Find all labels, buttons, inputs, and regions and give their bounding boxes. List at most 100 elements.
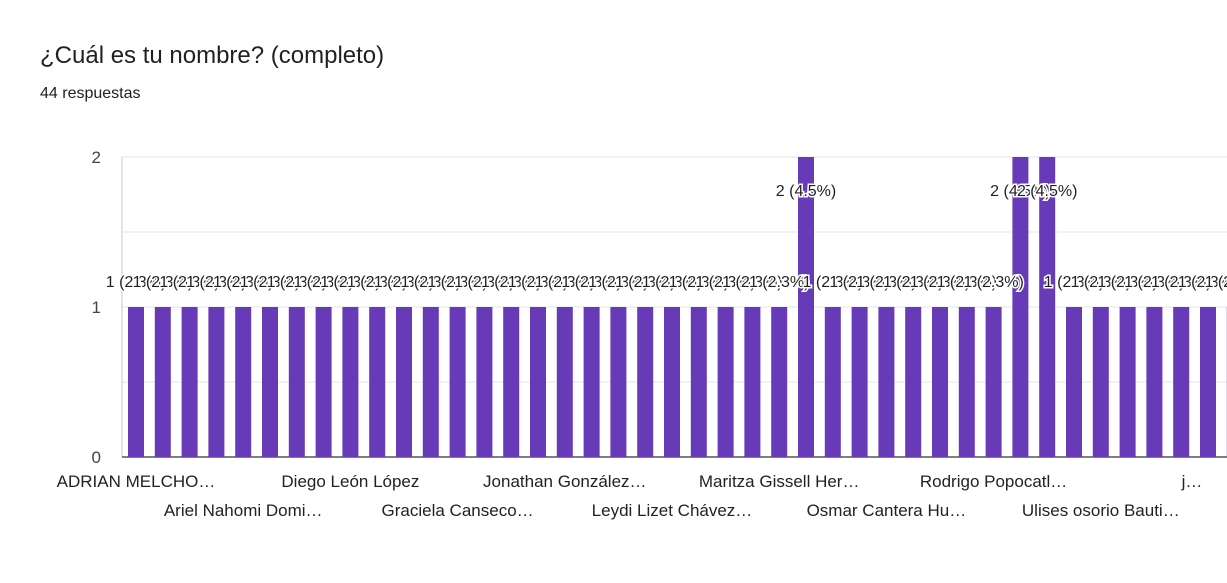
x-category-label: Diego León López bbox=[281, 472, 419, 491]
bar bbox=[1039, 157, 1056, 457]
data-label: 1 (2.3%) bbox=[561, 274, 621, 291]
bar bbox=[235, 307, 252, 457]
x-category-label: Ulises osorio Bauti… bbox=[1022, 501, 1180, 520]
x-category-label: Ariel Nahomi Domi… bbox=[164, 501, 323, 520]
data-label: 1 (2.3%) bbox=[347, 274, 407, 291]
bar bbox=[583, 307, 600, 457]
bar bbox=[610, 307, 627, 457]
x-category-label: Graciela Canseco… bbox=[382, 501, 534, 520]
bar bbox=[422, 307, 439, 457]
bar bbox=[181, 307, 198, 457]
x-category-label: j… bbox=[1181, 472, 1203, 491]
x-category-label: Jonathan González… bbox=[483, 472, 647, 491]
data-label: 2 (4.5%) bbox=[990, 183, 1050, 200]
data-label: 1 (2.3%) bbox=[106, 274, 166, 291]
bar bbox=[154, 307, 171, 457]
data-label: 1 (2.3%) bbox=[1097, 274, 1157, 291]
bar bbox=[1119, 307, 1136, 457]
bar bbox=[637, 307, 654, 457]
bar bbox=[1012, 157, 1029, 457]
data-label: 1 (2.3%) bbox=[427, 274, 487, 291]
data-label: 1 (2.3%) bbox=[722, 274, 782, 291]
data-label: 1 (2.3%) bbox=[454, 274, 514, 291]
data-label: 1 (2.3%) bbox=[829, 274, 889, 291]
bar-layer bbox=[128, 157, 1227, 457]
y-tick-label: 2 bbox=[92, 148, 101, 167]
data-label: 1 (2.3%) bbox=[669, 274, 729, 291]
bar bbox=[771, 307, 788, 457]
data-label: 1 (2.3%) bbox=[159, 274, 219, 291]
bar bbox=[476, 307, 493, 457]
x-category-label: ADRIAN MELCHO… bbox=[57, 472, 216, 491]
bar bbox=[878, 307, 895, 457]
bar bbox=[128, 307, 144, 457]
data-label: 1 (2.3%) bbox=[401, 274, 461, 291]
data-label: 1 (2.3%) bbox=[695, 274, 755, 291]
bar bbox=[1146, 307, 1163, 457]
bar bbox=[985, 307, 1002, 457]
data-label: 1 (2.3%) bbox=[803, 274, 863, 291]
chart-title: ¿Cuál es tu nombre? (completo) bbox=[40, 42, 385, 69]
data-label: 1 (2.3%) bbox=[1044, 274, 1104, 291]
bar bbox=[851, 307, 868, 457]
data-label: 1 (2.3%) bbox=[856, 274, 916, 291]
y-tick-label: 1 bbox=[92, 298, 101, 317]
data-label: 1 (2.3%) bbox=[133, 274, 193, 291]
bar bbox=[556, 307, 573, 457]
data-label: 1 (2.3%) bbox=[293, 274, 353, 291]
data-label: 1 (2.3%) bbox=[481, 274, 541, 291]
bar bbox=[503, 307, 520, 457]
bar bbox=[744, 307, 761, 457]
bar bbox=[262, 307, 278, 457]
x-category-label: Maritza Gissell Her… bbox=[699, 472, 860, 491]
bar bbox=[1200, 307, 1216, 457]
bar bbox=[396, 307, 412, 457]
bar bbox=[717, 307, 734, 457]
bar bbox=[342, 307, 359, 457]
data-label: 2 (4.5%) bbox=[776, 183, 836, 200]
data-label: 1 (2.3%) bbox=[1124, 274, 1184, 291]
data-label-layer: 1 (2.3%)1 (2.3%)1 (2.3%)1 (2.3%)1 (2.3%)… bbox=[104, 182, 1227, 293]
data-label: 1 (2.3%) bbox=[1151, 274, 1211, 291]
bar bbox=[958, 307, 975, 457]
bar bbox=[208, 307, 225, 457]
data-label: 1 (2.3%) bbox=[508, 274, 568, 291]
x-category-label: Leydi Lizet Chávez… bbox=[592, 501, 753, 520]
x-category-label: Osmar Cantera Hu… bbox=[807, 501, 967, 520]
y-tick-label: 0 bbox=[92, 448, 101, 467]
data-label: 1 (2.3%) bbox=[910, 274, 970, 291]
bar bbox=[530, 307, 546, 457]
bar bbox=[1092, 307, 1109, 457]
bar bbox=[905, 307, 922, 457]
bar bbox=[1173, 307, 1190, 457]
data-label: 1 (2.3%) bbox=[615, 274, 675, 291]
data-label: 1 (2.3%) bbox=[213, 274, 273, 291]
data-label: 1 (2.3%) bbox=[374, 274, 434, 291]
data-label: 1 (2.3%) bbox=[642, 274, 702, 291]
data-label: 1 (2.3%) bbox=[883, 274, 943, 291]
data-label: 1 (2.3%) bbox=[1178, 274, 1227, 291]
bar bbox=[932, 307, 948, 457]
bar bbox=[690, 307, 707, 457]
bar bbox=[449, 307, 466, 457]
tick-layer: 0 1 2 ADRIAN MELCHO… Ariel Nahomi Domi… Diego… bbox=[57, 148, 1203, 520]
data-label: 1 (2.3%) bbox=[1205, 274, 1227, 291]
data-label: 1 (2.3%) bbox=[1071, 274, 1131, 291]
data-label: 1 (2.3%) bbox=[320, 274, 380, 291]
data-label: 2 (4.5%) bbox=[1017, 183, 1077, 200]
bar bbox=[1066, 307, 1082, 457]
data-label: 1 (2.3%) bbox=[535, 274, 595, 291]
bar bbox=[288, 307, 305, 457]
bar bbox=[664, 307, 680, 457]
data-label: 1 (2.3%) bbox=[937, 274, 997, 291]
bar bbox=[824, 307, 841, 457]
bar bbox=[798, 157, 814, 457]
x-category-label: Rodrigo Popocatl… bbox=[920, 472, 1067, 491]
data-label: 1 (2.3%) bbox=[749, 274, 809, 291]
bar bbox=[369, 307, 386, 457]
response-count: 44 respuestas bbox=[40, 85, 141, 102]
data-label: 1 (2.3%) bbox=[963, 274, 1023, 291]
data-label: 1 (2.3%) bbox=[186, 274, 246, 291]
data-label: 1 (2.3%) bbox=[240, 274, 300, 291]
